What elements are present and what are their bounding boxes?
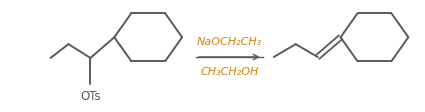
Text: CH₃CH₂OH: CH₃CH₂OH <box>200 67 259 77</box>
Text: OTs: OTs <box>80 90 101 103</box>
Text: NaOCH₂CH₃: NaOCH₂CH₃ <box>197 37 262 47</box>
